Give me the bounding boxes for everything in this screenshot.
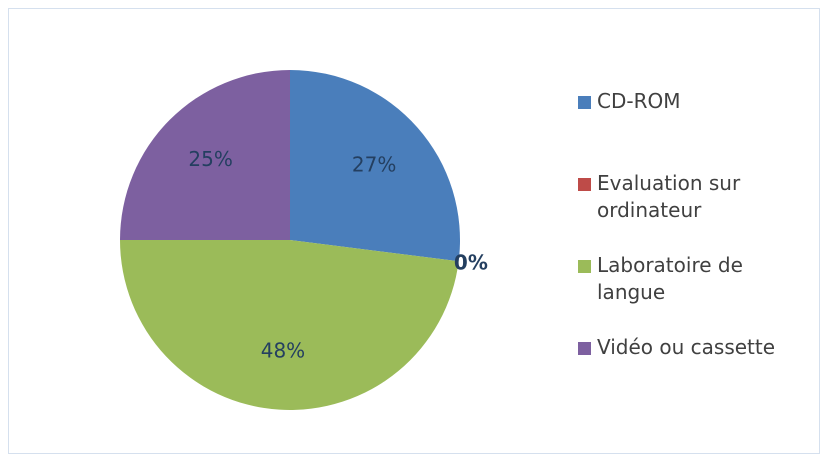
- legend-item: CD-ROM: [578, 88, 807, 115]
- legend-item: Laboratoire de langue: [578, 252, 807, 306]
- legend-label: CD-ROM: [597, 89, 681, 113]
- legend-label: Vidéo ou cassette: [597, 335, 776, 359]
- pie-slice: [120, 70, 290, 240]
- legend-item: Evaluation sur ordinateur: [578, 170, 807, 224]
- legend-label: Laboratoire de langue: [597, 253, 743, 304]
- legend-swatch: [578, 96, 591, 109]
- chart-frame: [8, 8, 820, 454]
- data-label: 48%: [261, 338, 305, 362]
- data-label: 25%: [188, 147, 232, 171]
- data-label: 27%: [352, 152, 396, 176]
- pie-slice: [120, 240, 459, 411]
- pie-slice: [290, 70, 460, 262]
- legend-item: Vidéo ou cassette: [578, 334, 807, 361]
- legend-label: Evaluation sur ordinateur: [597, 171, 741, 222]
- data-label: 0%: [454, 250, 488, 274]
- legend-swatch: [578, 260, 591, 273]
- legend-swatch: [578, 178, 591, 191]
- legend-swatch: [578, 342, 591, 355]
